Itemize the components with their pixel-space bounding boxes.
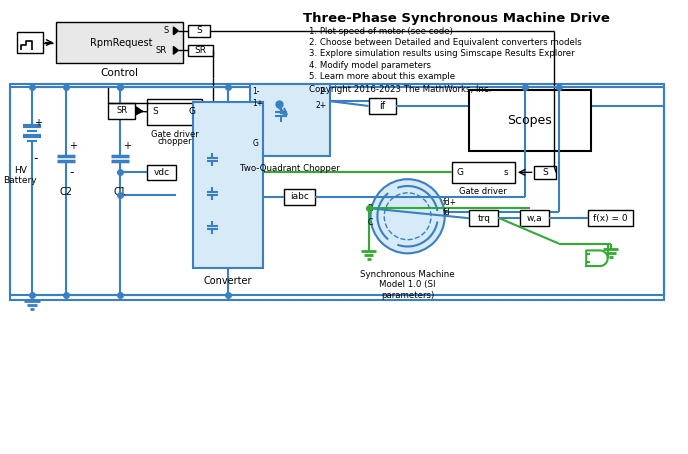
Text: +: + <box>34 118 42 128</box>
Text: +: + <box>122 141 131 151</box>
Text: Copyright 2016-2023 The MathWorks, Inc.: Copyright 2016-2023 The MathWorks, Inc. <box>309 85 491 94</box>
Text: SR: SR <box>195 46 206 55</box>
Bar <box>469 90 591 151</box>
Text: Three-Phase Synchronous Machine Drive: Three-Phase Synchronous Machine Drive <box>303 12 610 25</box>
Text: fd: fd <box>443 208 451 217</box>
Bar <box>588 210 633 226</box>
Text: S: S <box>163 26 169 35</box>
Text: Scopes: Scopes <box>507 114 552 127</box>
Text: chopper: chopper <box>157 137 192 146</box>
Text: 1+: 1+ <box>252 99 264 108</box>
Text: S: S <box>152 107 158 116</box>
Text: Control: Control <box>100 68 139 78</box>
Text: Gate driver: Gate driver <box>151 130 198 139</box>
Polygon shape <box>173 27 178 35</box>
Text: C: C <box>367 217 372 227</box>
Text: G: G <box>189 107 196 116</box>
Text: Gate driver: Gate driver <box>459 187 506 196</box>
Text: if: if <box>379 101 385 111</box>
Text: S: S <box>542 168 548 177</box>
Text: 1-: 1- <box>252 88 260 96</box>
Text: 2. Choose between Detailed and Equivalent converters models: 2. Choose between Detailed and Equivalen… <box>309 38 582 47</box>
Polygon shape <box>586 251 608 266</box>
Bar <box>369 98 396 114</box>
Text: w,a: w,a <box>527 214 542 223</box>
Text: SR: SR <box>116 106 127 115</box>
Text: C1: C1 <box>114 187 126 197</box>
Bar <box>56 22 183 63</box>
Text: RpmRequest: RpmRequest <box>90 38 153 48</box>
Text: R: R <box>367 204 372 213</box>
Text: trq: trq <box>477 214 491 223</box>
Bar <box>17 32 43 53</box>
Bar <box>535 166 556 179</box>
Bar <box>451 162 515 183</box>
Text: C2: C2 <box>60 187 72 197</box>
Circle shape <box>371 179 444 253</box>
Text: 1. Plot speed of motor (see code): 1. Plot speed of motor (see code) <box>309 27 453 36</box>
Text: 2-: 2- <box>319 88 327 96</box>
Bar <box>193 102 264 268</box>
Bar <box>520 210 549 226</box>
Text: -: - <box>34 152 39 165</box>
Text: 2+: 2+ <box>316 101 327 110</box>
Text: Converter: Converter <box>204 276 252 286</box>
Bar <box>188 44 213 56</box>
Text: -: - <box>69 166 74 179</box>
Text: vdc: vdc <box>153 168 170 177</box>
Text: 5. Learn more about this example: 5. Learn more about this example <box>309 72 455 81</box>
Text: +: + <box>69 141 77 151</box>
Text: G: G <box>456 168 464 177</box>
Bar <box>147 164 176 180</box>
Text: 3. Explore simulation results using Simscape Results Explorer: 3. Explore simulation results using Sims… <box>309 49 574 59</box>
Text: f(x) = 0: f(x) = 0 <box>593 214 628 223</box>
Bar <box>469 210 498 226</box>
Bar <box>108 103 136 118</box>
Bar <box>250 84 330 156</box>
Polygon shape <box>173 46 178 54</box>
Text: s: s <box>504 168 508 177</box>
Text: Two-Quadrant Chopper: Two-Quadrant Chopper <box>239 163 339 173</box>
Text: S: S <box>196 26 202 35</box>
Bar <box>188 25 210 37</box>
Text: HV
Battery: HV Battery <box>3 166 37 185</box>
Bar <box>283 189 315 205</box>
Text: iabc: iabc <box>290 192 309 201</box>
Text: 4. Modify model parameters: 4. Modify model parameters <box>309 60 431 69</box>
Bar <box>10 84 665 300</box>
Polygon shape <box>136 107 141 115</box>
Text: fd+: fd+ <box>443 198 457 207</box>
Bar <box>147 99 202 124</box>
Text: SR: SR <box>155 46 166 55</box>
Text: G: G <box>252 139 258 148</box>
Text: Synchronous Machine
Model 1.0 (SI
parameters): Synchronous Machine Model 1.0 (SI parame… <box>361 270 455 300</box>
